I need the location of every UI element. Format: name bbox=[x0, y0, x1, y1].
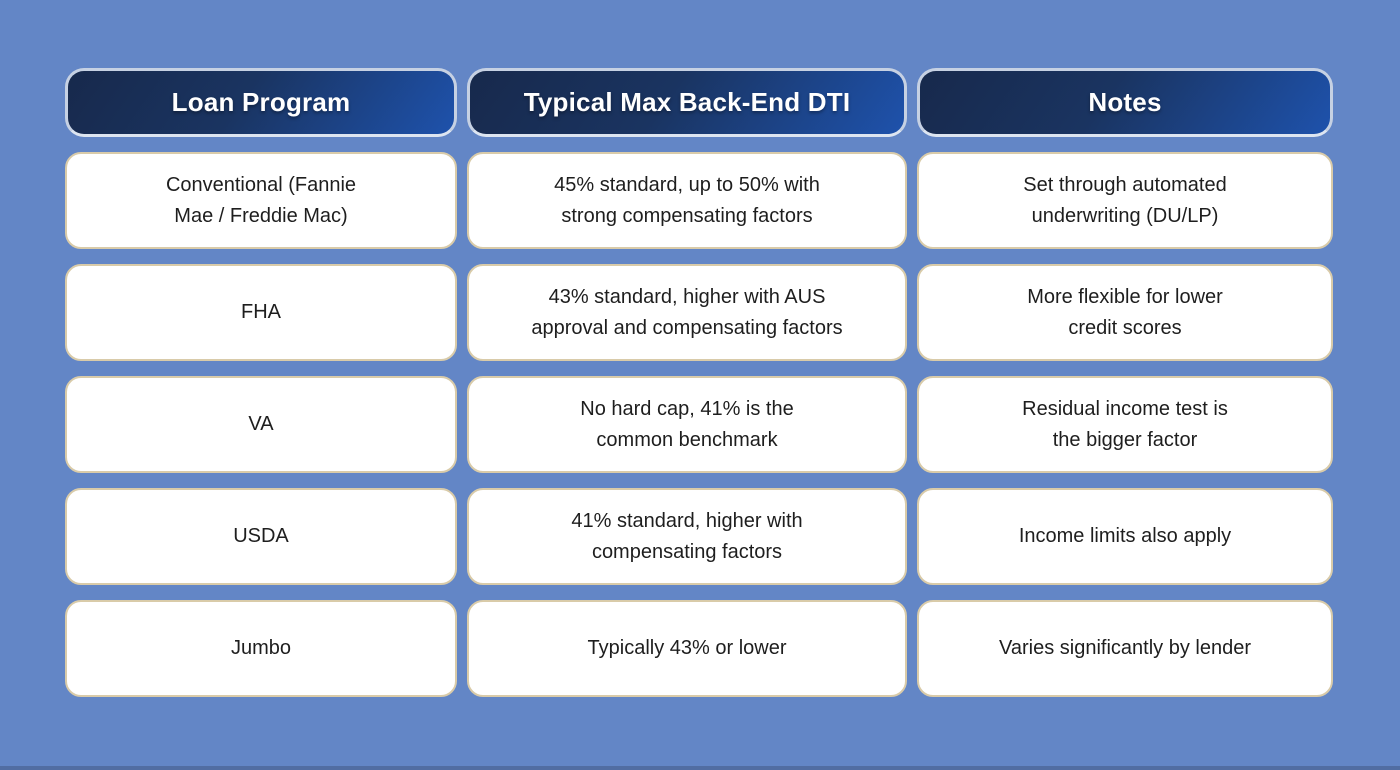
cell-va-program: VA bbox=[65, 376, 457, 473]
column-header-loan-program: Loan Program bbox=[65, 68, 457, 137]
cell-fha-dti: 43% standard, higher with AUS approval a… bbox=[467, 264, 907, 361]
cell-fha-program: FHA bbox=[65, 264, 457, 361]
loan-dti-comparison-table: Loan Program Typical Max Back-End DTI No… bbox=[65, 68, 1333, 697]
cell-usda-dti: 41% standard, higher with compensating f… bbox=[467, 488, 907, 585]
column-header-max-back-end-dti: Typical Max Back-End DTI bbox=[467, 68, 907, 137]
column-header-notes: Notes bbox=[917, 68, 1333, 137]
cell-jumbo-program: Jumbo bbox=[65, 600, 457, 697]
cell-fha-notes: More flexible for lower credit scores bbox=[917, 264, 1333, 361]
cell-conventional-dti: 45% standard, up to 50% with strong comp… bbox=[467, 152, 907, 249]
cell-va-notes: Residual income test is the bigger facto… bbox=[917, 376, 1333, 473]
cell-usda-notes: Income limits also apply bbox=[917, 488, 1333, 585]
cell-conventional-notes: Set through automated underwriting (DU/L… bbox=[917, 152, 1333, 249]
cell-conventional-program: Conventional (Fannie Mae / Freddie Mac) bbox=[65, 152, 457, 249]
cell-jumbo-dti: Typically 43% or lower bbox=[467, 600, 907, 697]
bottom-edge-shade bbox=[0, 766, 1400, 770]
cell-usda-program: USDA bbox=[65, 488, 457, 585]
cell-jumbo-notes: Varies significantly by lender bbox=[917, 600, 1333, 697]
cell-va-dti: No hard cap, 41% is the common benchmark bbox=[467, 376, 907, 473]
